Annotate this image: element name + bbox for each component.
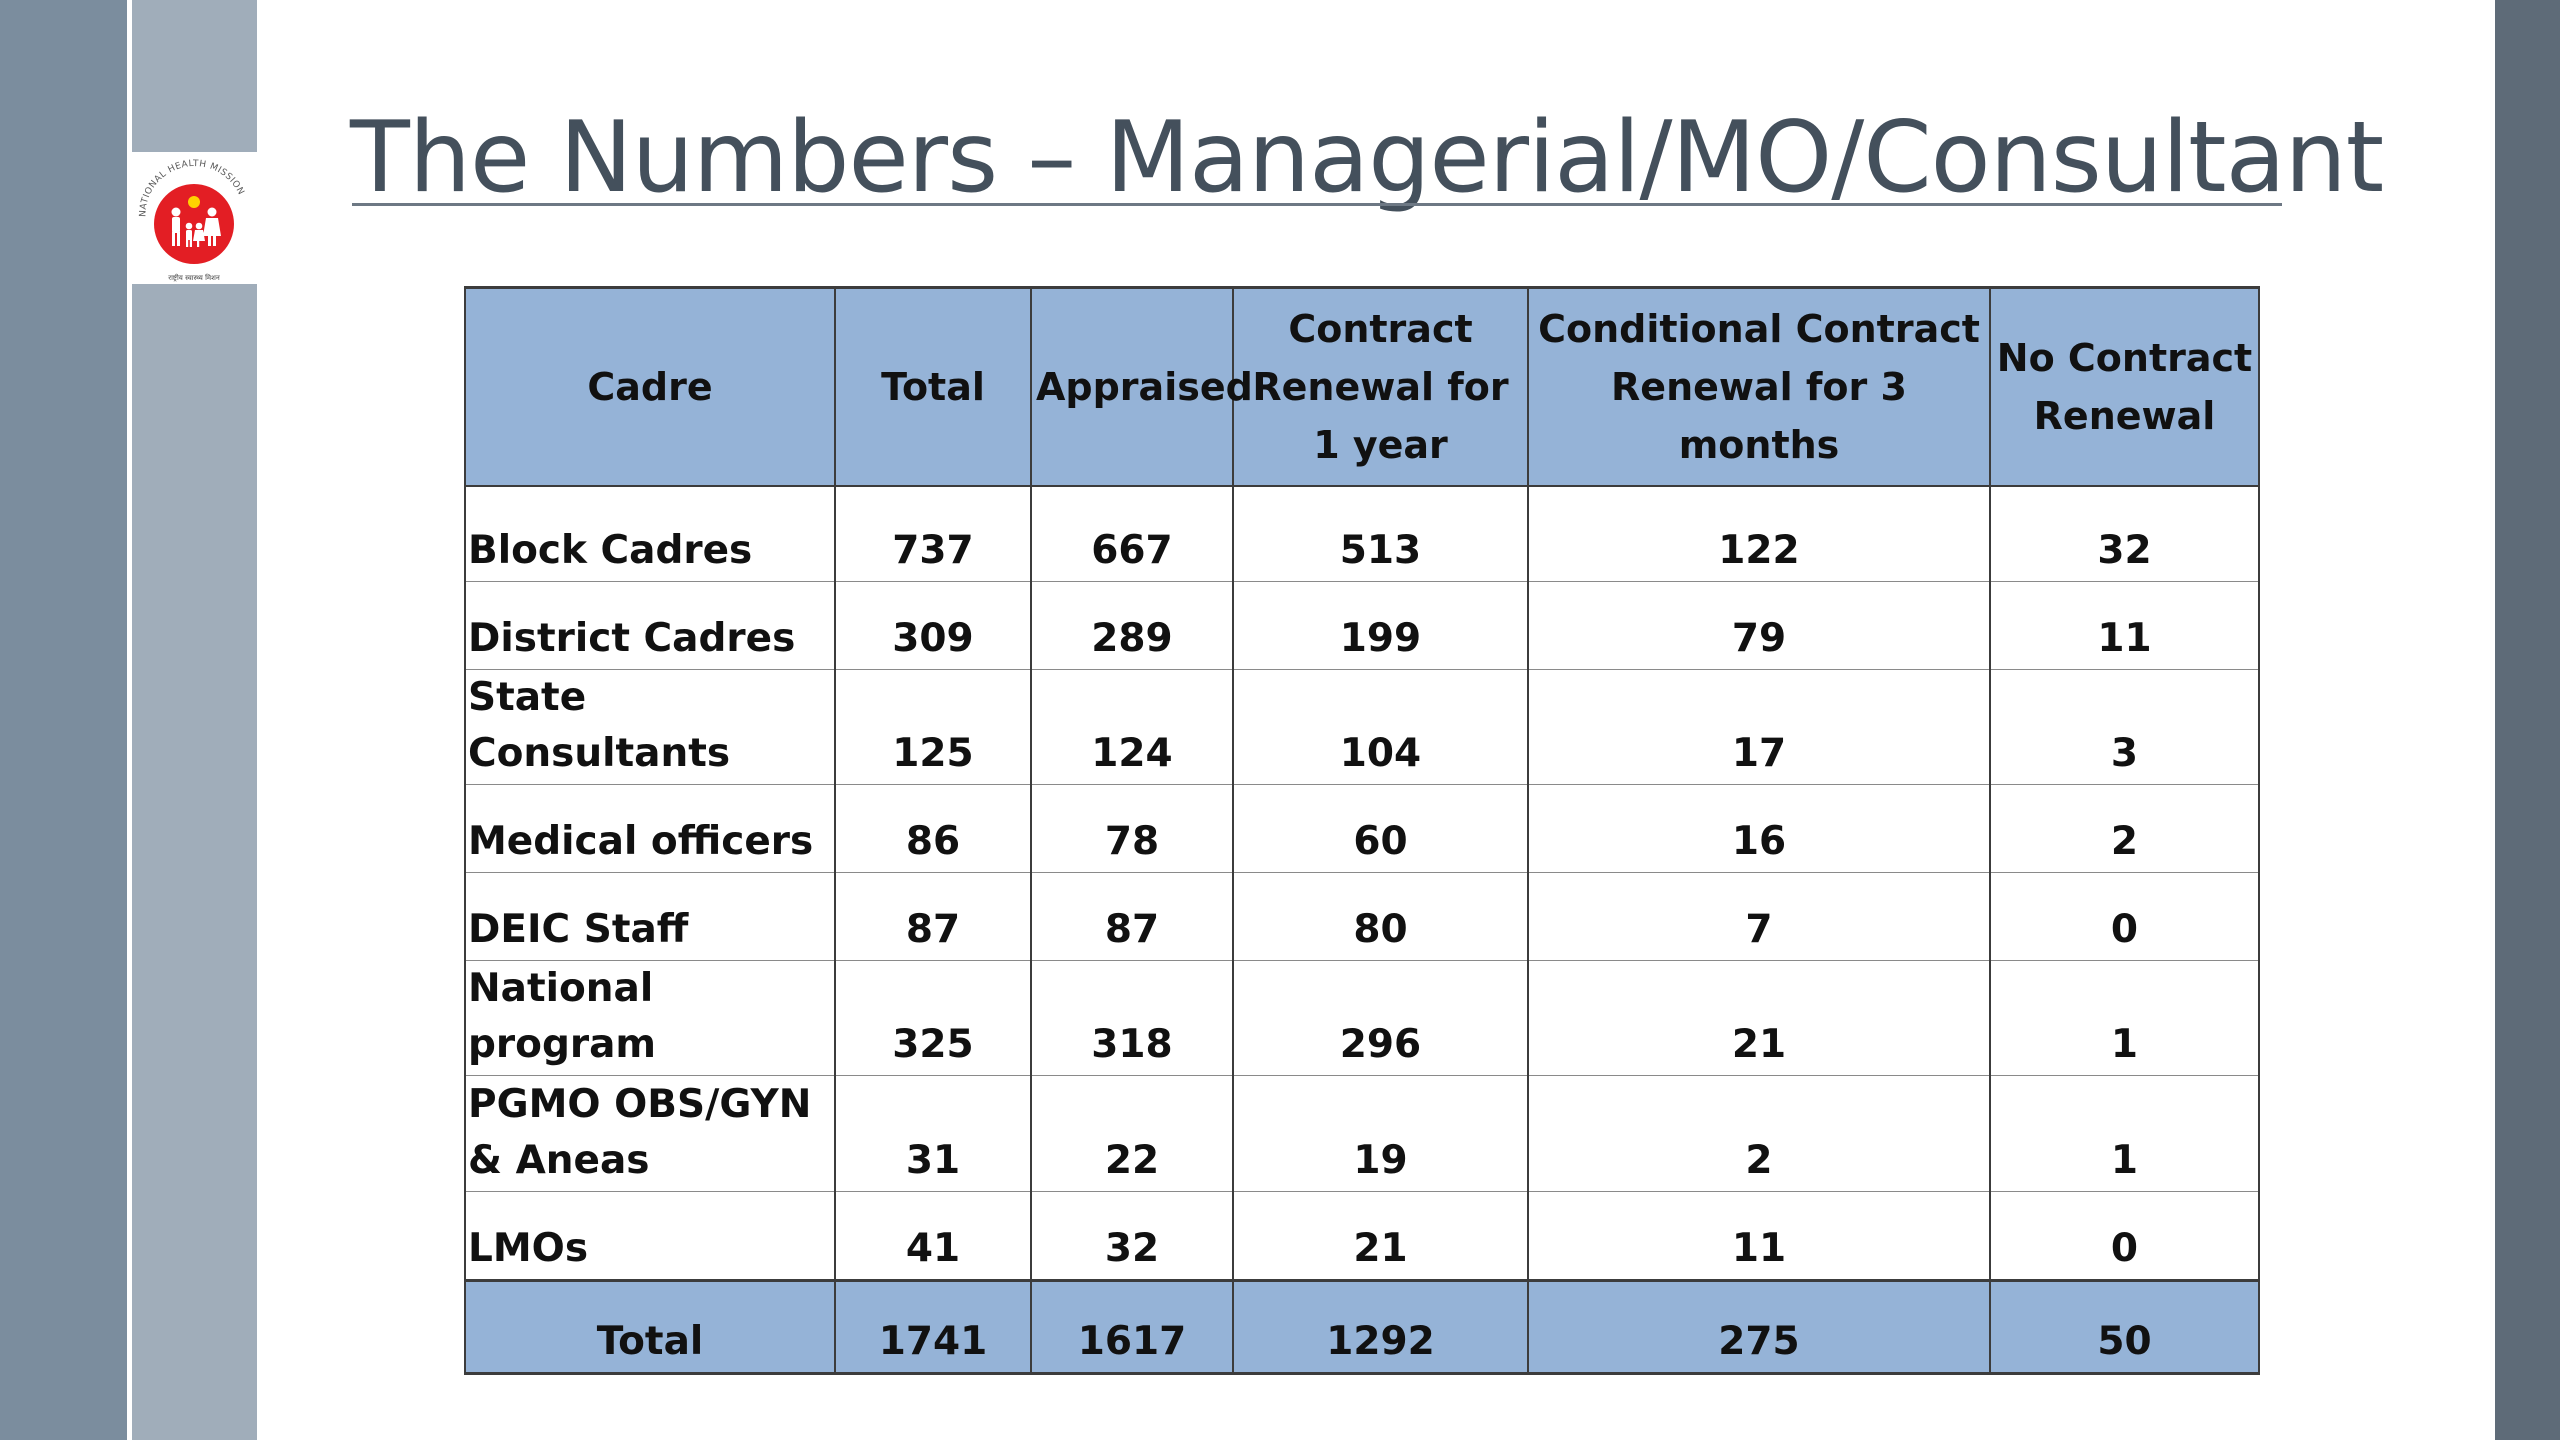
appraisal-table: Cadre Total Appraised Contract Renewal f… <box>464 286 2260 1375</box>
cell-appraised: 124 <box>1030 669 1234 785</box>
cell-appraised: 289 <box>1030 581 1234 670</box>
total-label: Total <box>464 1279 836 1375</box>
cell-total: 31 <box>834 1075 1032 1192</box>
header-cadre: Cadre <box>464 286 836 487</box>
cell-renewal-1-year: 296 <box>1232 960 1529 1076</box>
header-renewal-1-year: Contract Renewal for 1 year <box>1232 286 1529 487</box>
total-total: 1741 <box>834 1279 1032 1375</box>
table-row: Medical officers 86 78 60 16 2 <box>464 784 2260 873</box>
cell-conditional-renewal: 17 <box>1527 669 1991 785</box>
table-row: LMOs 41 32 21 11 0 <box>464 1191 2260 1281</box>
table-row: State Consultants 125 124 104 17 3 <box>464 669 2260 785</box>
cell-no-renewal: 32 <box>1989 486 2260 582</box>
header-conditional-renewal-3-months: Conditional Contract Renewal for 3 month… <box>1527 286 1991 487</box>
cell-appraised: 87 <box>1030 872 1234 961</box>
nhm-logo-icon: NATIONAL HEALTH MISSION <box>138 159 245 282</box>
slide-title: The Numbers – Managerial/MO/Consultant <box>350 101 2384 215</box>
total-no-renewal: 50 <box>1989 1279 2260 1375</box>
cell-appraised: 318 <box>1030 960 1234 1076</box>
cell-total: 87 <box>834 872 1032 961</box>
cell-cadre: Medical officers <box>464 784 836 873</box>
cell-total: 41 <box>834 1191 1032 1281</box>
cell-cadre: Block Cadres <box>464 486 836 582</box>
cell-renewal-1-year: 104 <box>1232 669 1529 785</box>
cell-renewal-1-year: 513 <box>1232 486 1529 582</box>
table-row: DEIC Staff 87 87 80 7 0 <box>464 872 2260 961</box>
cell-total: 737 <box>834 486 1032 582</box>
cell-cadre: LMOs <box>464 1191 836 1281</box>
cell-no-renewal: 3 <box>1989 669 2260 785</box>
cell-conditional-renewal: 7 <box>1527 872 1991 961</box>
cell-conditional-renewal: 122 <box>1527 486 1991 582</box>
table-row: District Cadres 309 289 199 79 11 <box>464 581 2260 670</box>
cell-cadre: National program <box>464 960 836 1076</box>
cell-conditional-renewal: 21 <box>1527 960 1991 1076</box>
cell-no-renewal: 2 <box>1989 784 2260 873</box>
left-decor-band-dark <box>0 0 127 1440</box>
cell-no-renewal: 0 <box>1989 1191 2260 1281</box>
cell-renewal-1-year: 60 <box>1232 784 1529 873</box>
table-row: PGMO OBS/GYN & Aneas 31 22 19 2 1 <box>464 1075 2260 1192</box>
right-decor-band <box>2495 0 2560 1440</box>
total-appraised: 1617 <box>1030 1279 1234 1375</box>
logo-bottom-text: राष्ट्रीय स्वास्थ्य मिशन <box>168 273 220 282</box>
header-total: Total <box>834 286 1032 487</box>
cell-appraised: 32 <box>1030 1191 1234 1281</box>
cell-total: 86 <box>834 784 1032 873</box>
cell-renewal-1-year: 21 <box>1232 1191 1529 1281</box>
total-conditional-renewal: 275 <box>1527 1279 1991 1375</box>
cell-renewal-1-year: 199 <box>1232 581 1529 670</box>
table-header-row: Cadre Total Appraised Contract Renewal f… <box>464 286 2260 487</box>
cell-appraised: 78 <box>1030 784 1234 873</box>
table-total-row: Total 1741 1617 1292 275 50 <box>464 1279 2260 1375</box>
cell-appraised: 22 <box>1030 1075 1234 1192</box>
cell-no-renewal: 0 <box>1989 872 2260 961</box>
cell-conditional-renewal: 2 <box>1527 1075 1991 1192</box>
cell-total: 309 <box>834 581 1032 670</box>
cell-conditional-renewal: 79 <box>1527 581 1991 670</box>
cell-total: 325 <box>834 960 1032 1076</box>
cell-no-renewal: 1 <box>1989 1075 2260 1192</box>
left-decor-band-gap <box>127 0 132 1440</box>
cell-cadre: District Cadres <box>464 581 836 670</box>
cell-total: 125 <box>834 669 1032 785</box>
cell-conditional-renewal: 16 <box>1527 784 1991 873</box>
total-renewal-1-year: 1292 <box>1232 1279 1529 1375</box>
nhm-logo: NATIONAL HEALTH MISSION <box>132 152 257 284</box>
header-no-renewal: No Contract Renewal <box>1989 286 2260 487</box>
cell-no-renewal: 1 <box>1989 960 2260 1076</box>
table-row: National program 325 318 296 21 1 <box>464 960 2260 1076</box>
title-underline <box>352 203 2282 206</box>
cell-appraised: 667 <box>1030 486 1234 582</box>
cell-cadre: PGMO OBS/GYN & Aneas <box>464 1075 836 1192</box>
cell-conditional-renewal: 11 <box>1527 1191 1991 1281</box>
cell-renewal-1-year: 19 <box>1232 1075 1529 1192</box>
table-row: Block Cadres 737 667 513 122 32 <box>464 486 2260 582</box>
header-appraised: Appraised <box>1030 286 1253 487</box>
cell-no-renewal: 11 <box>1989 581 2260 670</box>
cell-cadre: DEIC Staff <box>464 872 836 961</box>
cell-cadre: State Consultants <box>464 669 836 785</box>
cell-renewal-1-year: 80 <box>1232 872 1529 961</box>
